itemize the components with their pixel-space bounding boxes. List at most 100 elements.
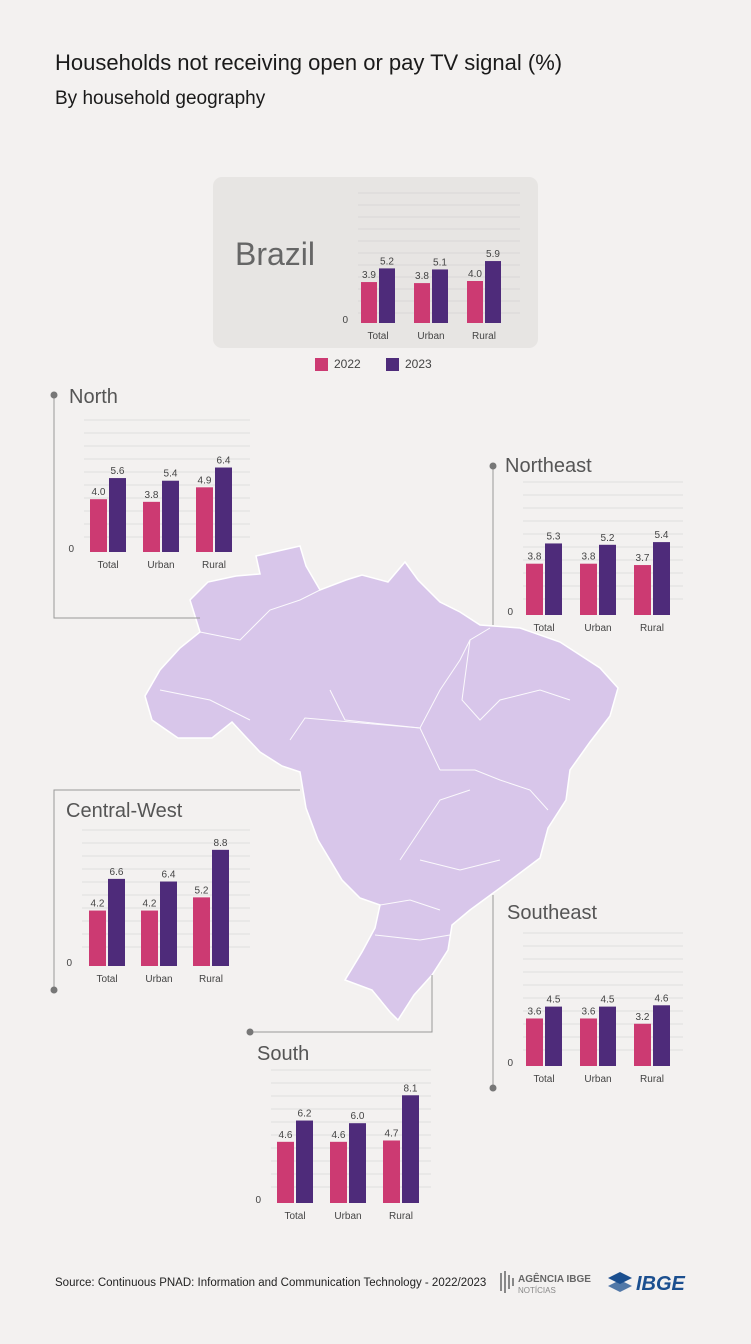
bar-central-west-rural-2023	[212, 849, 229, 966]
data-label: 3.6	[582, 1006, 596, 1017]
data-label: 6.4	[217, 456, 231, 467]
category-label: Rural	[640, 623, 664, 634]
bar-brazil-total-2022	[361, 282, 377, 323]
data-label: 6.0	[351, 1111, 365, 1122]
chart-north: 0 4.0 5.6 Total 3.8 5.4 Urban 4.9 6.4 Rural	[68, 419, 250, 571]
bar-southeast-rural-2022	[634, 1023, 651, 1066]
map-outline	[144, 545, 619, 1022]
bar-north-urban-2023	[162, 480, 179, 552]
leader-dot-north	[50, 391, 58, 399]
chart-title: Households not receiving open or pay TV …	[55, 50, 563, 75]
bar-northeast-total-2023	[545, 543, 562, 615]
legend-item-2023: 2023	[386, 357, 432, 371]
data-label: 5.9	[486, 249, 500, 260]
bar-southeast-total-2023	[545, 1006, 562, 1066]
data-label: 6.6	[110, 867, 124, 878]
data-label: 5.2	[380, 256, 394, 267]
data-label: 4.6	[655, 993, 669, 1004]
category-label: Total	[96, 974, 117, 985]
category-label: Urban	[584, 1074, 611, 1085]
bar-central-west-rural-2022	[193, 897, 210, 966]
data-label: 4.2	[143, 899, 157, 910]
leader-north	[53, 395, 200, 619]
zero-label: 0	[66, 958, 72, 969]
legend-label-2022: 2022	[334, 357, 361, 371]
ibge-logo-text: IBGE	[636, 1273, 686, 1295]
data-label: 3.8	[528, 552, 542, 563]
agencia-logo-bottom: NOTÍCIAS	[518, 1286, 556, 1295]
data-label: 4.5	[601, 995, 615, 1006]
agencia-ibge-logo: AGÊNCIA IBGE NOTÍCIAS	[500, 1271, 591, 1295]
bar-central-west-total-2022	[89, 910, 106, 966]
bar-southeast-total-2022	[526, 1018, 543, 1066]
bar-southeast-urban-2023	[599, 1006, 616, 1066]
bar-northeast-rural-2022	[634, 565, 651, 615]
category-label: Rural	[640, 1074, 664, 1085]
chart-northeast: 0 3.8 5.3 Total 3.8 5.2 Urban 3.7 5.4 Rural	[507, 481, 683, 634]
data-label: 4.2	[91, 899, 105, 910]
data-label: 6.2	[298, 1109, 312, 1120]
bar-brazil-urban-2023	[432, 269, 448, 323]
ibge-logo: IBGE	[608, 1272, 686, 1295]
category-label: Rural	[202, 560, 226, 571]
data-label: 3.8	[415, 271, 429, 282]
data-label: 3.8	[582, 552, 596, 563]
legend-label-2023: 2023	[405, 357, 432, 371]
chart-southeast: 0 3.6 4.5 Total 3.6 4.5 Urban 3.2 4.6 Rural	[507, 932, 683, 1085]
region-title-north: North	[69, 386, 118, 408]
bar-north-rural-2022	[196, 487, 213, 552]
bar-brazil-rural-2022	[467, 281, 483, 323]
data-label: 5.2	[601, 533, 615, 544]
bar-south-rural-2022	[383, 1140, 400, 1203]
leader-dot-central-west	[50, 986, 58, 994]
data-label: 8.1	[404, 1083, 418, 1094]
data-label: 3.6	[528, 1006, 542, 1017]
data-label: 4.5	[547, 995, 561, 1006]
brazil-panel-title: Brazil	[235, 236, 316, 272]
category-label: Rural	[389, 1211, 413, 1222]
bar-north-total-2023	[109, 478, 126, 552]
category-label: Urban	[417, 331, 444, 342]
category-label: Total	[284, 1211, 305, 1222]
chart-subtitle: By household geography	[55, 88, 266, 109]
region-title-south: South	[257, 1043, 310, 1065]
bar-central-west-total-2023	[108, 878, 125, 966]
region-title-southeast: Southeast	[507, 902, 598, 924]
bar-brazil-rural-2023	[485, 261, 501, 323]
data-label: 3.7	[636, 553, 650, 564]
chart-south: 0 4.6 6.2 Total 4.6 6.0 Urban 4.7 8.1 Rural	[255, 1069, 431, 1222]
region-title-central-west: Central-West	[66, 800, 183, 822]
bar-brazil-urban-2022	[414, 283, 430, 323]
category-label: Total	[367, 331, 388, 342]
bar-south-urban-2022	[330, 1141, 347, 1203]
legend-item-2022: 2022	[315, 357, 361, 371]
source-note: Source: Continuous PNAD: Information and…	[55, 1277, 487, 1289]
bar-brazil-total-2023	[379, 268, 395, 323]
leader-dot-southeast	[489, 1084, 497, 1092]
bar-north-rural-2023	[215, 467, 232, 552]
data-label: 4.9	[198, 475, 212, 486]
leader-dot-northeast	[489, 462, 497, 470]
data-label: 4.0	[468, 269, 482, 280]
data-label: 4.6	[279, 1130, 293, 1141]
bar-north-urban-2022	[143, 501, 160, 552]
bar-northeast-rural-2023	[653, 542, 670, 615]
bar-south-total-2022	[277, 1141, 294, 1203]
bar-south-urban-2023	[349, 1123, 366, 1203]
data-label: 5.2	[195, 885, 209, 896]
leader-south	[250, 975, 433, 1033]
region-title-northeast: Northeast	[505, 455, 592, 477]
category-label: Rural	[472, 331, 496, 342]
bar-southeast-urban-2022	[580, 1018, 597, 1066]
leader-dot-south	[246, 1028, 254, 1036]
bar-northeast-urban-2023	[599, 544, 616, 615]
category-label: Rural	[199, 974, 223, 985]
legend-swatch-2022	[315, 357, 328, 371]
category-label: Total	[533, 623, 554, 634]
category-label: Total	[533, 1074, 554, 1085]
data-label: 4.0	[92, 487, 106, 498]
chart-brazil: 0 3.9 5.2 Total 3.8 5.1 Urban 4.0 5.9 Rural	[342, 192, 520, 342]
data-label: 3.9	[362, 270, 376, 281]
